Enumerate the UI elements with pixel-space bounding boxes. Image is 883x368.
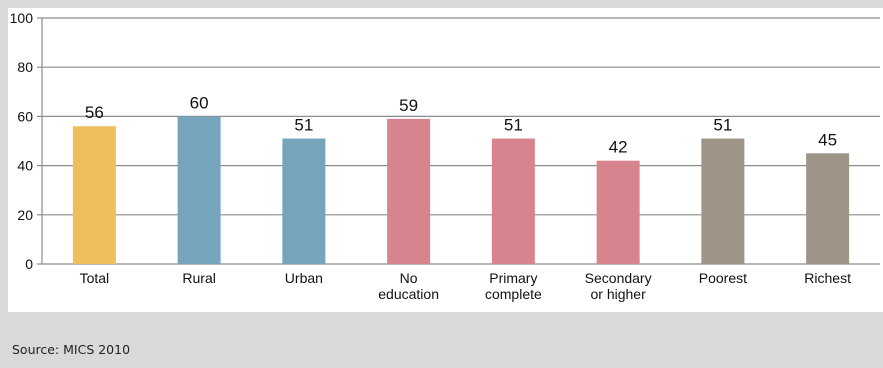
- data-label: 59: [399, 96, 418, 115]
- data-label: 42: [609, 138, 628, 157]
- x-tick-label: No education: [378, 270, 439, 302]
- x-tick-label: Primary complete: [485, 270, 542, 302]
- x-tick-labels: Total Rural Urban No education Primary complet…: [80, 270, 851, 302]
- data-label: 45: [818, 130, 837, 149]
- bar: [596, 160, 640, 264]
- x-tick-label: Poorest: [699, 270, 747, 286]
- source-note: Source: MICS 2010: [12, 342, 131, 357]
- bar: [72, 126, 116, 265]
- bar: [387, 118, 431, 264]
- bars: [72, 116, 850, 265]
- data-label: 51: [713, 116, 732, 135]
- grid-lines: [42, 17, 880, 216]
- data-label: 51: [294, 116, 313, 135]
- x-tick-label: Urban: [285, 270, 323, 286]
- x-tick-label: Richest: [804, 270, 851, 286]
- x-tick-label: Secondary or higher: [585, 270, 652, 302]
- data-label: 51: [504, 116, 523, 135]
- data-label: 56: [85, 103, 104, 122]
- y-tick-label: 80: [17, 59, 33, 75]
- bar: [806, 153, 850, 264]
- bar: [282, 138, 326, 264]
- y-tick-labels: 0 20 40 60 80 100: [10, 10, 34, 272]
- y-tick-label: 20: [17, 207, 33, 223]
- data-labels: 56 60 51 59 51 42 51 45: [85, 93, 837, 156]
- y-tick-label: 0: [25, 256, 33, 272]
- data-label: 60: [190, 93, 209, 112]
- y-tick-label: 40: [17, 158, 33, 174]
- axes: [37, 17, 880, 265]
- bar: [177, 116, 221, 265]
- y-tick-label: 100: [10, 10, 34, 26]
- x-tick-label: Rural: [182, 270, 215, 286]
- y-tick-label: 60: [17, 108, 33, 124]
- bar: [491, 138, 535, 264]
- x-tick-label: Total: [80, 270, 110, 286]
- bar: [701, 138, 745, 264]
